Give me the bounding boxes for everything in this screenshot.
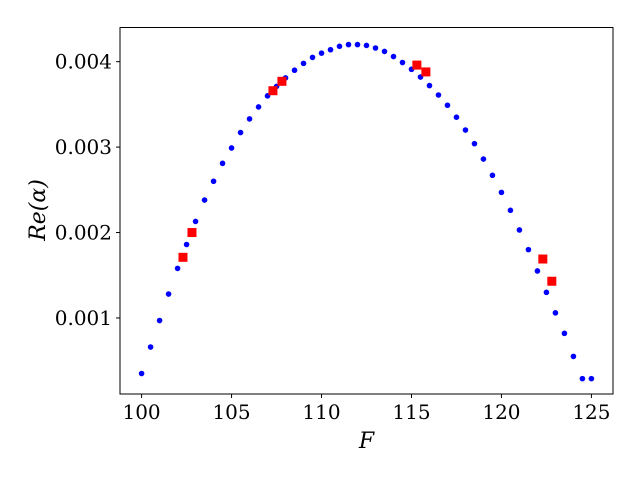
data-point-dot bbox=[318, 50, 325, 56]
data-point-square bbox=[178, 252, 188, 262]
data-point-dot bbox=[453, 114, 460, 121]
y-tick-label: 0.001 bbox=[55, 306, 112, 330]
y-tick-label: 0.003 bbox=[55, 135, 112, 159]
data-point-dot bbox=[579, 375, 586, 382]
data-point-square bbox=[268, 86, 278, 96]
data-point-square bbox=[547, 276, 557, 286]
data-point-dot bbox=[219, 160, 226, 167]
data-point-dot bbox=[561, 330, 568, 337]
y-axis-label: Re(α) bbox=[26, 179, 51, 242]
x-tick-label: 125 bbox=[572, 400, 610, 424]
data-point-dot bbox=[192, 218, 199, 225]
x-tick-label: 110 bbox=[302, 400, 340, 424]
x-tick-label: 120 bbox=[482, 400, 520, 424]
data-point-dot bbox=[444, 102, 451, 109]
data-point-dot bbox=[552, 310, 559, 316]
data-point-dot bbox=[381, 48, 388, 55]
data-point-dot bbox=[462, 127, 469, 133]
data-point-dot bbox=[345, 41, 352, 48]
y-axis: 0.001 0.002 0.003 0.004 bbox=[55, 50, 120, 330]
data-point-dot bbox=[498, 189, 505, 196]
data-point-dot bbox=[426, 82, 433, 89]
data-point-dot bbox=[183, 241, 190, 248]
data-point-dot bbox=[516, 227, 523, 233]
data-point-dot bbox=[210, 178, 217, 185]
data-point-dot bbox=[399, 59, 406, 66]
x-axis: 100 105 110 115 120 125 bbox=[122, 394, 611, 424]
data-point-square bbox=[187, 228, 197, 238]
x-tick-label: 105 bbox=[212, 400, 250, 424]
data-point-dot bbox=[507, 207, 514, 214]
data-point-dot bbox=[309, 54, 316, 61]
data-point-dot bbox=[156, 317, 163, 324]
data-point-dot bbox=[354, 41, 361, 48]
data-point-dot bbox=[246, 116, 253, 122]
data-point-dot bbox=[255, 104, 262, 110]
data-point-dot bbox=[138, 370, 145, 377]
data-point-dot bbox=[543, 289, 550, 296]
data-point-square bbox=[277, 76, 287, 86]
data-point-square bbox=[421, 67, 431, 77]
data-point-dot bbox=[228, 145, 235, 151]
data-point-dot bbox=[147, 344, 154, 350]
data-point-dot bbox=[201, 197, 208, 203]
x-tick-label: 100 bbox=[122, 400, 160, 424]
data-marks bbox=[138, 41, 595, 382]
x-tick-label: 115 bbox=[392, 400, 430, 424]
data-point-dot bbox=[165, 291, 172, 297]
data-point-square bbox=[538, 254, 548, 264]
data-point-dot bbox=[588, 375, 595, 382]
data-point-dot bbox=[237, 129, 244, 136]
data-point-dot bbox=[525, 246, 532, 253]
data-point-dot bbox=[174, 265, 181, 272]
data-point-dot bbox=[336, 43, 343, 50]
data-point-dot bbox=[372, 45, 379, 51]
data-point-square bbox=[412, 60, 422, 70]
data-point-dot bbox=[570, 353, 577, 360]
data-point-dot bbox=[390, 53, 397, 60]
y-tick-label: 0.002 bbox=[55, 221, 112, 245]
data-point-dot bbox=[291, 67, 298, 74]
data-point-dot bbox=[534, 268, 541, 274]
data-point-dot bbox=[471, 140, 478, 147]
x-axis-label: F bbox=[358, 429, 375, 454]
data-point-dot bbox=[435, 92, 442, 98]
data-point-dot bbox=[489, 172, 496, 179]
data-point-dot bbox=[480, 156, 487, 162]
data-point-dot bbox=[327, 46, 334, 53]
y-tick-label: 0.004 bbox=[55, 50, 112, 74]
data-point-dot bbox=[363, 42, 370, 49]
data-point-dot bbox=[300, 60, 307, 67]
plot-frame bbox=[119, 27, 614, 395]
